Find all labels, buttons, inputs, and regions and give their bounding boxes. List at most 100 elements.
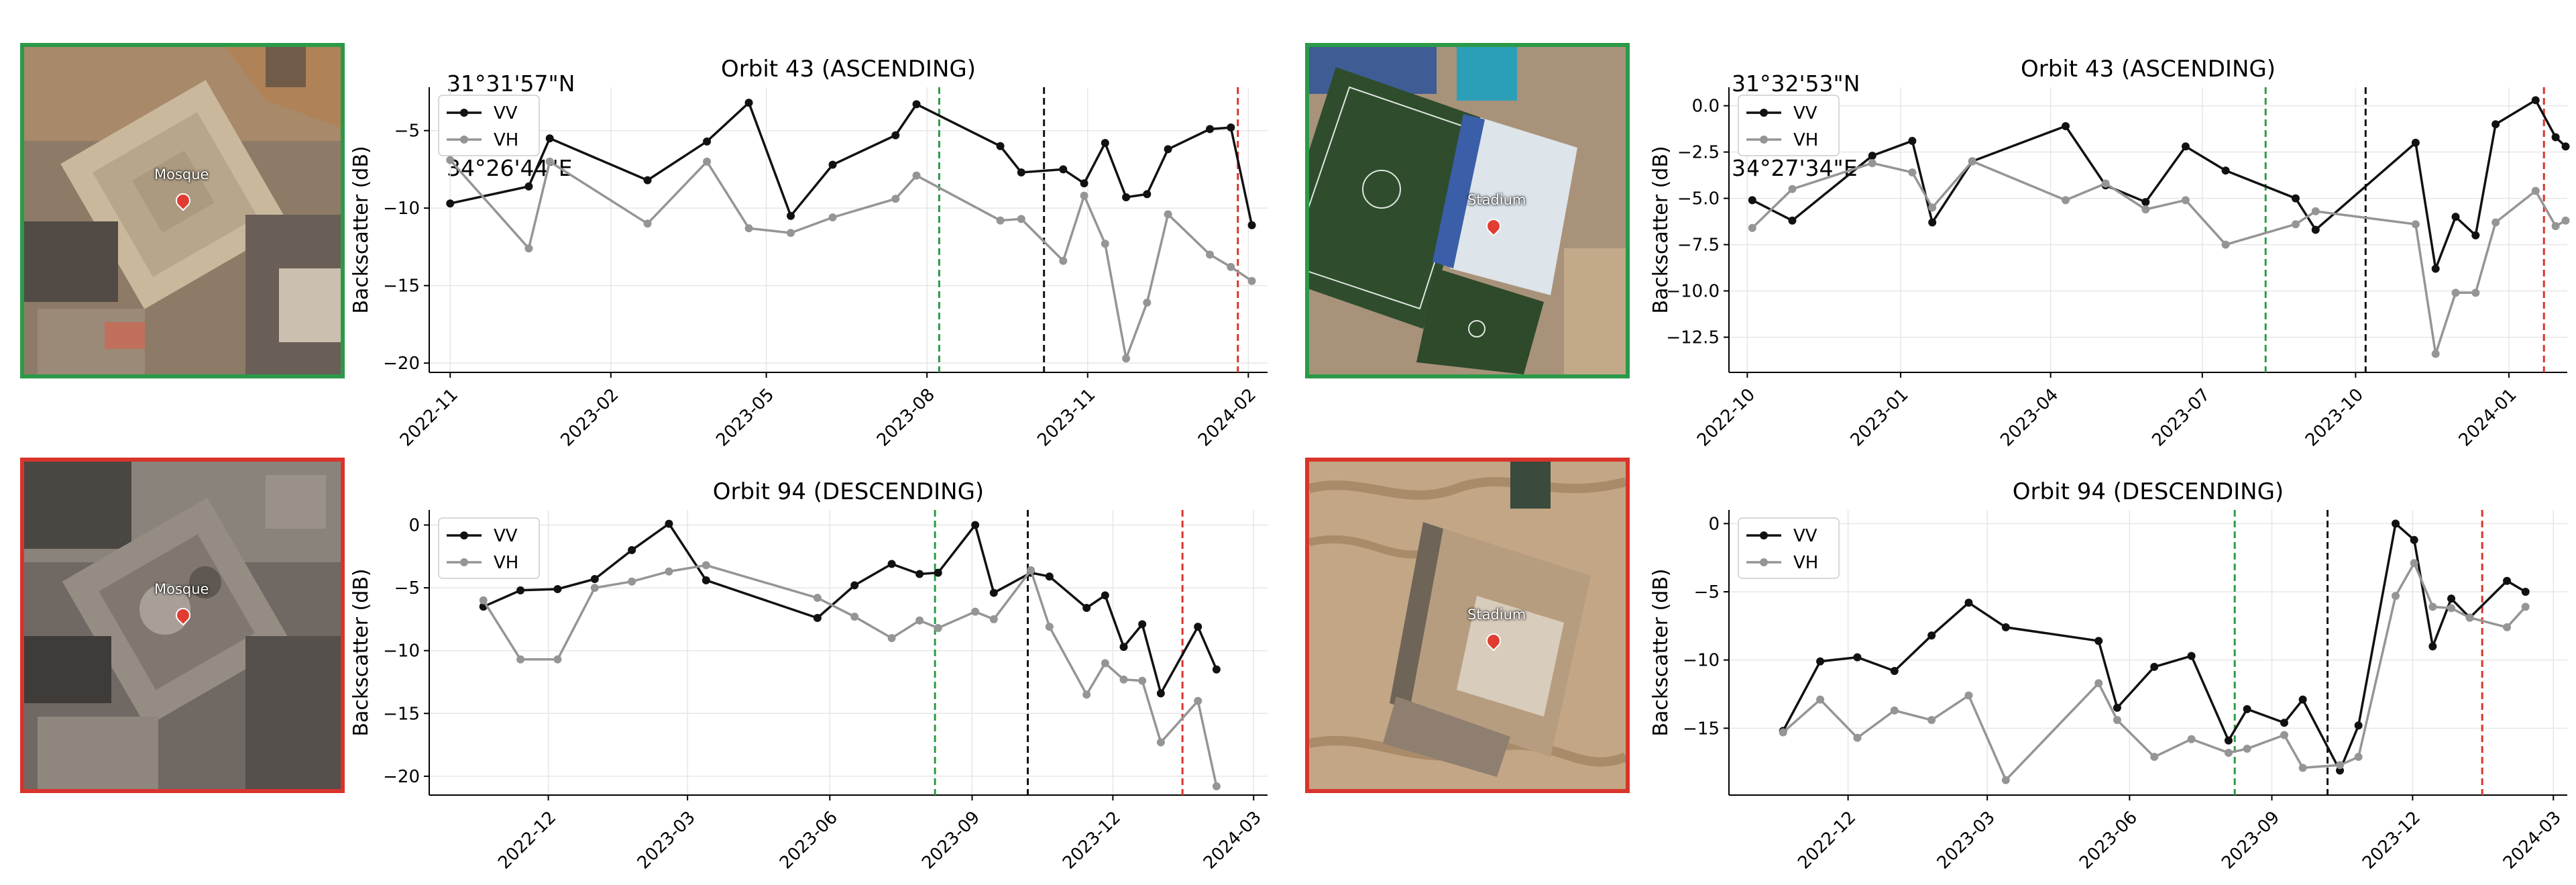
data-point-vh (828, 213, 837, 222)
data-point-vv (2243, 705, 2251, 713)
data-point-vv (2113, 703, 2121, 712)
data-point-vh (891, 195, 900, 203)
y-tick-label: −5.0 (1677, 189, 1720, 209)
data-point-vv (1206, 125, 1215, 134)
mosque-before-image: Mosque (20, 43, 345, 378)
data-point-vv (912, 100, 921, 109)
data-point-vh (2491, 218, 2500, 227)
data-point-vv (1059, 165, 1068, 174)
data-point-vh (2187, 735, 2196, 743)
data-point-vh (1927, 716, 1936, 725)
data-point-vh (996, 216, 1005, 225)
y-axis-label: Backscatter (dB) (349, 568, 373, 736)
data-point-vv (590, 574, 599, 583)
data-point-vh (2101, 179, 2110, 188)
data-point-vv (2551, 133, 2560, 142)
data-point-vv (2451, 213, 2460, 221)
data-point-vh (971, 607, 980, 616)
series-line-vv (1782, 521, 2526, 774)
data-point-vh (2551, 221, 2560, 230)
data-point-vv (744, 99, 753, 107)
y-tick-label: −10 (383, 641, 420, 662)
x-tick-label: 2023-09 (2218, 807, 2284, 873)
y-tick-label: −10.0 (1666, 282, 1720, 302)
legend-label: VH (494, 130, 518, 150)
data-point-vv (2061, 121, 2070, 130)
data-point-vv (2224, 736, 2233, 745)
data-point-vv (813, 614, 822, 623)
data-point-vv (628, 545, 636, 554)
data-point-vh (1138, 676, 1147, 685)
data-point-vh (912, 171, 921, 180)
data-point-vv (665, 519, 673, 528)
chart-mosque-orbit-94: −20 −15 −10 −5 0 2022-12 2023-03 2023-06 2023-09… (0, 0, 1281, 885)
y-tick-label: −15 (383, 704, 420, 724)
data-point-vv (2221, 166, 2230, 175)
data-point-vh (1788, 185, 1797, 193)
data-point-vh (628, 577, 636, 586)
data-point-vh (850, 613, 859, 621)
x-tick-label: 2024-03 (2500, 807, 2565, 873)
legend-marker (1760, 136, 1768, 144)
data-point-vh (2561, 216, 2570, 225)
data-point-vh (1122, 354, 1131, 363)
data-point-vh (1059, 256, 1068, 265)
data-point-vh (1101, 240, 1109, 248)
data-point-vh (2335, 761, 2344, 770)
data-point-vh (1928, 203, 1937, 212)
data-point-vh (446, 156, 455, 164)
map-label: Stadium (1467, 192, 1526, 208)
legend-label: VH (1793, 130, 1818, 150)
y-tick-label: −2.5 (1677, 143, 1720, 163)
data-point-vh (1964, 691, 1973, 700)
data-point-vv (1045, 572, 1054, 581)
data-point-vh (1206, 250, 1215, 259)
data-point-vh (2094, 679, 2103, 688)
y-tick-label: 0.0 (1692, 97, 1720, 117)
y-tick-label: 0 (1708, 514, 1720, 534)
data-point-vh (1080, 191, 1088, 200)
legend-label: VV (494, 103, 518, 123)
data-point-vh (1082, 690, 1091, 699)
data-point-vv (850, 581, 859, 590)
data-point-vv (1927, 631, 1936, 640)
data-point-vh (1027, 566, 1035, 574)
data-point-vh (2243, 744, 2251, 753)
data-point-vv (2298, 695, 2307, 704)
data-point-vh (2503, 623, 2512, 631)
data-point-vv (1156, 689, 1165, 698)
y-tick-label: −5 (1694, 582, 1720, 603)
data-point-vv (828, 160, 837, 169)
y-axis-label: Backscatter (dB) (1649, 568, 1673, 736)
data-point-vv (2141, 198, 2150, 207)
data-point-vh (2411, 220, 2420, 229)
data-point-vv (787, 211, 795, 220)
data-point-vv (1082, 604, 1091, 613)
data-point-vh (643, 219, 652, 228)
data-point-vh (1164, 210, 1172, 219)
data-point-vv (643, 176, 652, 185)
y-axis-label: Backscatter (dB) (1649, 146, 1673, 313)
data-point-vv (2094, 637, 2103, 645)
data-point-vh (2451, 289, 2460, 297)
data-point-vv (915, 570, 924, 578)
data-point-vv (971, 521, 980, 529)
data-point-vh (2410, 559, 2418, 568)
data-point-vh (590, 584, 599, 592)
data-point-vv (2001, 623, 2010, 631)
y-tick-label: −12.5 (1666, 328, 1720, 348)
data-point-vh (665, 567, 673, 576)
legend-marker (460, 531, 468, 539)
legend-box (1738, 517, 1840, 579)
data-point-vv (1101, 139, 1109, 148)
y-tick-label: −5 (394, 578, 420, 598)
map-label: Mosque (154, 166, 209, 183)
data-point-vh (479, 596, 488, 605)
data-point-vh (2113, 716, 2121, 725)
y-tick-label: −7.5 (1677, 236, 1720, 256)
data-point-vh (1017, 215, 1025, 223)
data-point-vv (989, 588, 998, 597)
data-point-vh (2392, 592, 2400, 601)
data-point-vh (2298, 764, 2307, 772)
